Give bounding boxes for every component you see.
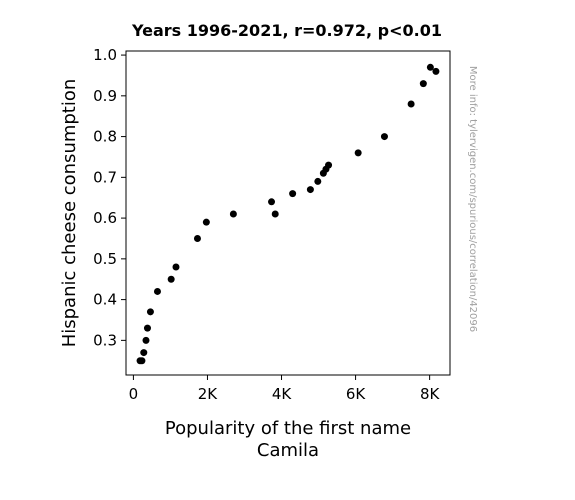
data-point	[146, 308, 154, 316]
data-point	[202, 218, 210, 226]
data-point	[172, 263, 180, 271]
plot-area	[125, 50, 451, 376]
chart-title: Years 1996-2021, r=0.972, p<0.01	[131, 21, 442, 40]
data-point	[289, 190, 297, 198]
x-tick-label: 2K	[198, 385, 219, 403]
x-tick-label: 0	[129, 385, 139, 403]
x-tick-label: 8K	[420, 385, 441, 403]
y-tick-label: 0.9	[93, 87, 117, 105]
data-point	[432, 67, 440, 75]
y-tick-label: 0.7	[93, 168, 117, 186]
y-tick-label: 0.8	[93, 128, 117, 146]
y-tick-label: 0.3	[93, 331, 117, 349]
data-point	[314, 177, 322, 185]
x-axis: 0 2K 4K 6K 8K	[129, 375, 441, 403]
data-point	[138, 357, 146, 365]
data-point	[306, 186, 314, 194]
x-tick-label: 6K	[346, 385, 367, 403]
data-point	[407, 100, 415, 108]
x-axis-label-name: Camila	[257, 440, 319, 461]
y-tick-label: 1.0	[93, 46, 117, 64]
data-point	[325, 161, 333, 169]
data-point	[140, 349, 148, 357]
data-point	[426, 63, 434, 71]
y-axis-label: Hispanic cheese consumption	[59, 79, 80, 348]
data-point	[354, 149, 362, 157]
data-point	[268, 198, 276, 206]
x-tick-label: 4K	[272, 385, 293, 403]
data-point	[419, 80, 427, 88]
data-points	[136, 63, 440, 365]
data-point	[142, 336, 150, 344]
x-axis-label: Popularity of the first name	[165, 418, 411, 439]
y-tick-label: 0.6	[93, 209, 117, 227]
watermark-text: More info: tylervigen.com/spurious/corre…	[467, 66, 478, 332]
y-tick-label: 0.4	[93, 291, 117, 309]
data-point	[271, 210, 279, 218]
data-point	[153, 287, 161, 295]
y-axis: 0.3 0.4 0.5 0.6 0.7 0.8 0.9 1.0	[93, 46, 126, 349]
data-point	[380, 133, 388, 141]
data-point	[167, 275, 175, 283]
data-point	[229, 210, 237, 218]
data-point	[193, 234, 201, 242]
y-tick-label: 0.5	[93, 250, 117, 268]
data-point	[143, 324, 151, 332]
